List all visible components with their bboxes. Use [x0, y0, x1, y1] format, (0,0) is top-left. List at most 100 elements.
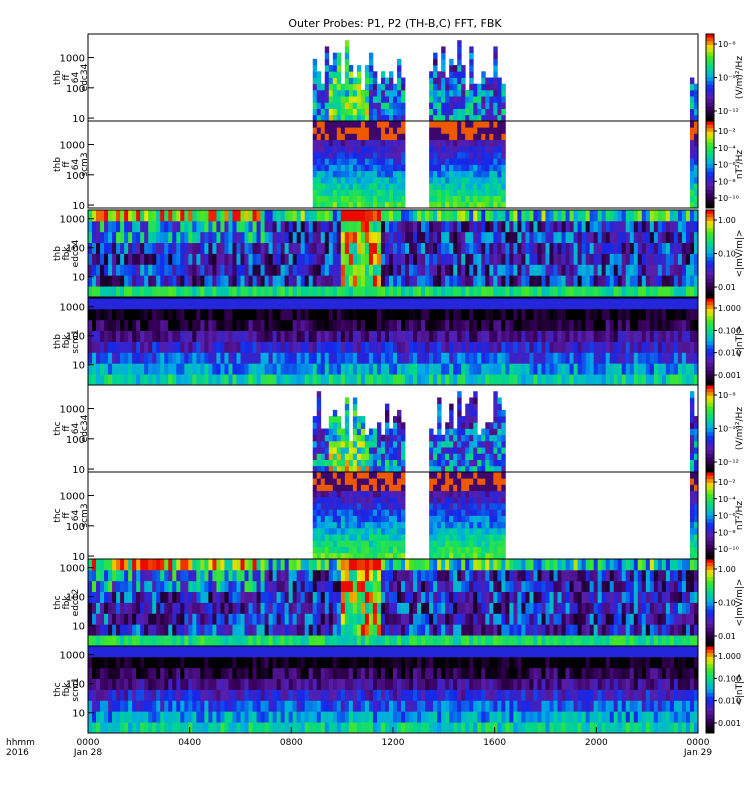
spectrogram-cell — [100, 286, 105, 298]
spectrogram-cell — [481, 527, 486, 535]
spectrogram-cell — [597, 210, 603, 222]
spectrogram-cell — [473, 96, 478, 103]
spectrogram-cell — [493, 409, 498, 417]
spectrogram-cell — [465, 546, 470, 554]
spectrogram-cell — [429, 102, 434, 109]
spectrogram-cell — [324, 453, 330, 460]
spectrogram-cell — [617, 286, 623, 298]
spectrogram-cell — [192, 363, 197, 375]
spectrogram-cell — [457, 308, 462, 321]
spectrogram-cell — [344, 52, 350, 60]
spectrogram-cell — [445, 164, 450, 172]
spectrogram-cell — [284, 231, 290, 244]
spectrogram-cell — [445, 490, 450, 498]
spectrogram-cell — [328, 121, 334, 128]
spectrogram-cell — [328, 447, 334, 454]
spectrogram-cell — [300, 231, 306, 244]
spectrogram-cell — [128, 231, 133, 244]
spectrogram-cell — [457, 478, 462, 485]
spectrogram-cell — [449, 540, 454, 547]
spectrogram-cell — [597, 264, 603, 276]
spectrogram-cell — [108, 341, 113, 353]
spectrogram-cell — [160, 231, 165, 244]
spectrogram-cell — [280, 298, 286, 310]
spectrogram-cell — [156, 635, 161, 647]
spectrogram-cell — [461, 89, 466, 97]
spectrogram-cell — [553, 374, 558, 386]
spectrogram-cell — [324, 102, 330, 109]
spectrogram-cell — [180, 374, 185, 386]
spectrogram-cell — [132, 210, 137, 222]
spectrogram-cell — [384, 403, 390, 411]
spectrogram-cell — [485, 496, 490, 504]
spectrogram-cell — [593, 308, 599, 321]
spectrogram-cell — [445, 264, 450, 276]
spectrogram-cell — [657, 308, 663, 321]
spectrogram-cell — [388, 440, 394, 448]
spectrogram-cell — [92, 580, 97, 593]
spectrogram-cell — [340, 139, 346, 147]
spectrogram-cell — [625, 298, 631, 310]
spectrogram-cell — [501, 416, 506, 423]
spectrogram-cell — [433, 83, 438, 91]
spectrogram-cell — [497, 231, 502, 244]
spectrogram-cell — [276, 210, 282, 222]
spectrogram-cell — [316, 363, 322, 375]
spectrogram-cell — [693, 534, 699, 541]
spectrogram-cell — [180, 602, 185, 614]
spectrogram-cell — [232, 286, 237, 298]
spectrogram-cell — [180, 569, 185, 582]
spectrogram-cell — [284, 319, 290, 332]
spectrogram-cell — [168, 341, 173, 353]
spectrogram-cell — [372, 176, 378, 184]
spectrogram-cell — [248, 330, 253, 342]
spectrogram-cell — [461, 515, 466, 523]
spectrogram-cell — [336, 602, 342, 614]
spectrogram-cell — [629, 341, 635, 353]
spectrogram-cell — [236, 580, 241, 593]
spectrogram-cell — [328, 352, 334, 364]
spectrogram-cell — [356, 139, 362, 147]
spectrogram-cell — [304, 569, 310, 582]
spectrogram-cell — [393, 298, 398, 310]
spectrogram-cell — [493, 210, 498, 222]
spectrogram-cell — [673, 231, 679, 244]
spectrogram-cell — [344, 374, 350, 386]
spectrogram-cell — [376, 422, 382, 429]
spectrogram-cell — [429, 521, 434, 529]
spectrogram-cell — [469, 102, 474, 109]
spectrogram-cell — [457, 459, 462, 467]
spectrogram-cell — [417, 253, 422, 265]
spectrogram-cell — [397, 133, 402, 141]
spectrogram-cell — [461, 416, 466, 423]
spectrogram-cell — [501, 374, 506, 386]
spectrogram-cell — [372, 242, 378, 254]
spectrogram-cell — [645, 319, 651, 332]
spectrogram-cell — [441, 58, 446, 66]
spectrogram-cell — [160, 286, 165, 298]
spectrogram-cell — [481, 133, 486, 141]
spectrogram-cell — [132, 231, 137, 244]
spectrogram-cell — [481, 189, 486, 196]
spectrogram-cell — [152, 602, 157, 614]
spectrogram-cell — [437, 152, 442, 159]
spectrogram-cell — [384, 145, 390, 153]
spectrogram-cell — [541, 330, 546, 342]
spectrogram-cell — [469, 540, 474, 547]
spectrogram-cell — [316, 624, 322, 636]
spectrogram-cell — [457, 170, 462, 178]
spectrogram-cell — [312, 569, 318, 582]
spectrogram-cell — [388, 220, 394, 233]
spectrogram-cell — [477, 521, 482, 529]
spectrogram-cell — [449, 164, 454, 172]
spectrogram-cell — [581, 341, 587, 353]
spectrogram-cell — [469, 546, 474, 554]
spectrogram-cell — [453, 534, 458, 541]
spectrogram-cell — [465, 121, 470, 128]
spectrogram-cell — [316, 164, 322, 172]
spectrogram-cell — [336, 152, 342, 159]
spectrogram-cell — [284, 352, 290, 364]
spectrogram-cell — [669, 298, 675, 310]
spectrogram-cell — [212, 591, 217, 603]
spectrogram-cell — [433, 176, 438, 184]
